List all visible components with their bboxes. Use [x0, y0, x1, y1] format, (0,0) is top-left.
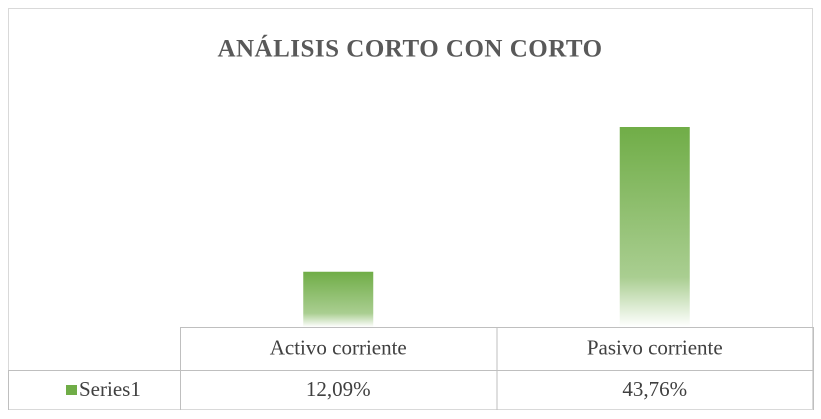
- legend-label: Series1: [79, 377, 141, 401]
- value-label: 43,76%: [622, 377, 687, 401]
- category-label: Pasivo corriente: [587, 335, 723, 359]
- bar: [303, 271, 374, 327]
- category-label: Activo corriente: [270, 335, 407, 359]
- value-label: 12,09%: [306, 377, 371, 401]
- bar: [619, 127, 690, 327]
- legend-key: [66, 385, 77, 395]
- chart-title: ANÁLISIS CORTO CON CORTO: [217, 35, 602, 63]
